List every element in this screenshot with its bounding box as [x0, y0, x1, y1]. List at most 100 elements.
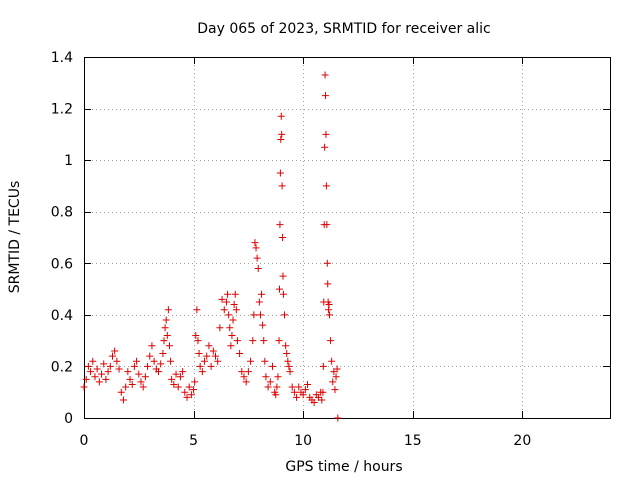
data-point: [214, 357, 222, 365]
data-point: [279, 234, 287, 241]
data-point: [104, 368, 112, 376]
data-point: [272, 391, 280, 399]
data-point: [82, 375, 90, 383]
data-point: [212, 352, 219, 360]
data-point: [295, 383, 303, 391]
data-point: [333, 365, 341, 373]
data-point: [319, 362, 327, 370]
data-point: [285, 362, 293, 370]
data-point: [276, 169, 284, 177]
y-tick-label: 0: [64, 411, 73, 427]
data-point: [251, 239, 259, 247]
data-point: [167, 357, 175, 365]
x-tick-label: 5: [189, 433, 198, 449]
y-tick-label: 1.4: [51, 50, 73, 66]
data-point: [196, 362, 204, 370]
data-point: [222, 298, 230, 306]
data-point: [255, 298, 263, 306]
data-point: [325, 311, 333, 319]
data-point: [283, 350, 291, 358]
data-point: [277, 136, 285, 144]
data-point: [224, 290, 232, 298]
data-point: [288, 383, 296, 391]
data-point: [284, 357, 292, 365]
data-point: [126, 375, 134, 383]
data-point: [322, 92, 330, 100]
data-point: [95, 378, 103, 386]
grid: [84, 57, 610, 418]
data-point: [232, 306, 240, 314]
data-point: [323, 259, 331, 267]
data-point: [258, 290, 266, 298]
data-point: [157, 360, 165, 368]
data-point: [144, 362, 152, 370]
data-point: [332, 373, 340, 381]
data-point: [185, 383, 193, 391]
data-point: [274, 373, 282, 381]
data-point: [170, 380, 178, 388]
data-point: [275, 285, 283, 293]
x-axis-label: GPS time / hours: [285, 459, 402, 475]
data-point: [322, 182, 330, 190]
data-point: [262, 373, 270, 381]
data-point: [111, 347, 119, 355]
data-point: [233, 337, 241, 345]
data-point: [130, 362, 138, 370]
data-point: [124, 368, 132, 376]
y-tick-label: 0.4: [51, 308, 73, 324]
data-point: [148, 342, 156, 350]
data-point: [334, 414, 342, 422]
x-tick-label: 10: [294, 433, 312, 449]
data-point: [264, 383, 272, 391]
data-point: [137, 378, 145, 386]
data-point: [240, 373, 248, 381]
data-point: [299, 391, 307, 399]
data-point: [183, 393, 191, 401]
data-point: [198, 368, 206, 376]
data-point: [230, 301, 238, 309]
data-point: [115, 365, 123, 373]
data-point: [80, 383, 88, 391]
data-point: [244, 368, 252, 376]
data-point: [293, 393, 301, 401]
data-point: [226, 324, 234, 332]
data-point: [168, 375, 176, 383]
data-point: [319, 388, 327, 396]
data-point: [174, 383, 182, 391]
plot-frame: [84, 57, 611, 419]
data-point: [195, 350, 203, 358]
y-tick-label: 0.6: [51, 256, 73, 272]
data-point: [218, 295, 226, 303]
data-point: [268, 362, 276, 370]
data-point: [278, 182, 286, 190]
data-point: [162, 316, 170, 324]
data-point: [117, 388, 125, 396]
data-point: [106, 362, 114, 370]
data-point: [89, 357, 97, 365]
ticks: [84, 57, 610, 419]
data-point: [181, 388, 189, 396]
data-point: [187, 391, 195, 399]
data-point: [238, 368, 246, 376]
data-point: [276, 221, 284, 229]
data-point: [304, 380, 312, 388]
data-point: [321, 71, 329, 79]
data-point: [159, 350, 167, 358]
data-point: [201, 357, 209, 365]
data-point: [260, 337, 268, 345]
data-point: [139, 383, 147, 391]
data-point: [179, 368, 187, 376]
data-point: [102, 375, 110, 383]
data-point: [122, 383, 130, 391]
data-point: [329, 378, 337, 386]
data-point: [254, 264, 262, 272]
data-point: [98, 370, 106, 378]
data-point: [93, 365, 101, 373]
data-point: [87, 368, 95, 376]
data-point: [325, 301, 333, 309]
data-point: [164, 306, 172, 314]
data-point: [229, 316, 237, 324]
data-point: [176, 373, 184, 381]
data-point: [273, 383, 281, 391]
data-point: [282, 342, 290, 350]
